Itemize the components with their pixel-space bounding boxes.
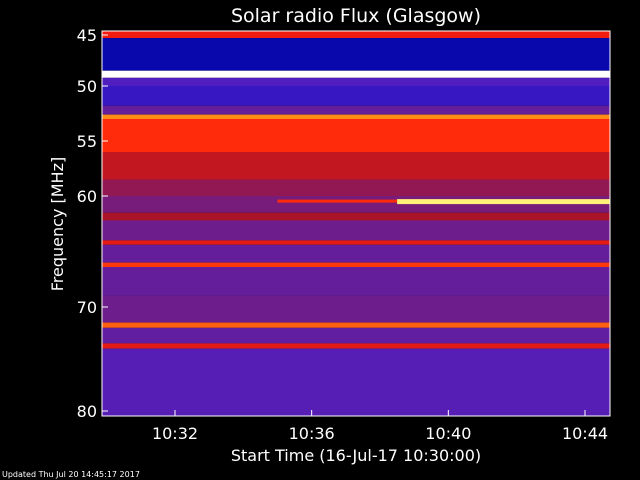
plot-area [102,31,610,416]
frequency-band-7 [102,119,610,152]
x-axis: 10:32 10:36 10:40 10:44 [152,410,608,443]
burst-precursor [277,199,398,203]
chart-title: Solar radio Flux (Glasgow) [231,5,481,27]
x-tick-label-10:32: 10:32 [152,424,198,443]
frequency-band-21 [102,348,610,416]
frequency-band-20 [102,343,610,349]
frequency-band-17 [102,295,610,323]
y-tick-label-80: 80 [77,402,97,421]
x-tick-label-10:36: 10:36 [289,424,335,443]
burst-emission [397,199,610,205]
y-tick-label-45: 45 [77,26,97,45]
frequency-band-5 [102,105,610,115]
frequency-band-4 [102,86,610,106]
frequency-band-15 [102,262,610,267]
y-tick-label-55: 55 [77,132,97,151]
frequency-band-1 [102,38,610,71]
frequency-band-6 [102,114,610,119]
y-tick-label-50: 50 [77,77,97,96]
frequency-band-19 [102,327,610,344]
frequency-band-16 [102,267,610,296]
frequency-band-14 [102,244,610,263]
y-axis: 45 50 55 60 70 80 [77,26,108,421]
x-tick-label-10:40: 10:40 [425,424,471,443]
frequency-band-11 [102,212,610,221]
y-tick-label-70: 70 [77,298,97,317]
frequency-band-8 [102,152,610,180]
frequency-band-3 [102,77,610,86]
frequency-band-18 [102,322,610,328]
updated-timestamp: Updated Thu Jul 20 14:45:17 2017 [2,470,140,479]
plot-frame [101,30,611,417]
y-tick-label-60: 60 [77,187,97,206]
x-axis-label: Start Time (16-Jul-17 10:30:00) [231,446,481,465]
frequency-band-0 [102,31,610,39]
frequency-band-2 [102,70,610,78]
frequency-band-9 [102,179,610,196]
frequency-band-12 [102,220,610,241]
frequency-band-13 [102,240,610,245]
frequency-band-10 [102,196,610,213]
x-tick-label-10:44: 10:44 [562,424,608,443]
y-axis-label: Frequency [MHz] [48,157,67,291]
